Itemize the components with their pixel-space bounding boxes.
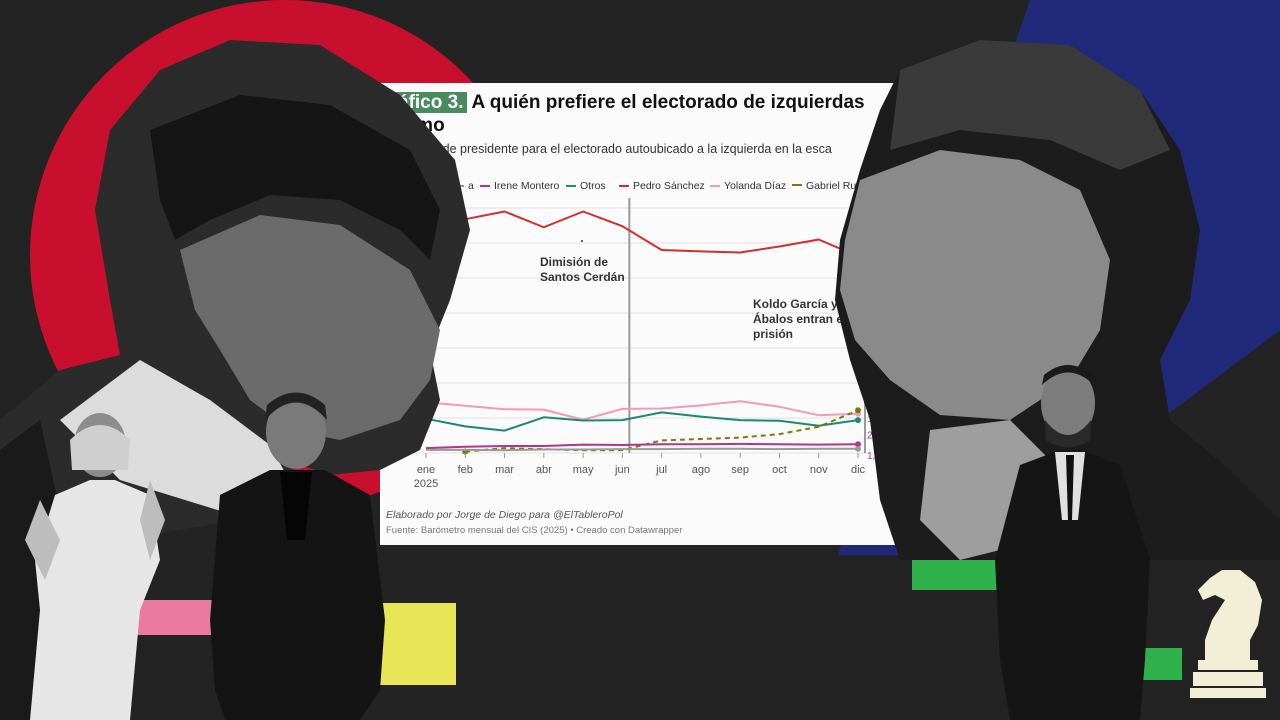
legend-item: Pedro Sánchez: [619, 180, 705, 192]
chart-title-badge: áfico 3.: [394, 92, 468, 113]
x-tick-label: dic: [851, 464, 866, 476]
line-chart: ene feb mar abr may jun jul ago sep oct nov dic 2025…: [380, 198, 900, 490]
x-tick-label: abr: [536, 464, 552, 476]
x-tick-label: jun: [614, 464, 630, 476]
x-tick-label: oct: [772, 464, 787, 476]
chart-credit: Elaborado por Jorge de Diego para @ElTab…: [386, 509, 623, 521]
chart-subtitle: ontánea de presidente para el electorado…: [394, 142, 832, 156]
legend-label: Pedro Sánchez: [633, 180, 705, 192]
yellow-block: [380, 603, 456, 685]
series-line: [425, 411, 859, 432]
legend-item: Otros: [566, 180, 606, 192]
series-line: [425, 400, 859, 421]
annotation-cerdan: Dimisión de: [540, 255, 608, 269]
legend-label: Otros: [580, 180, 606, 192]
x-tick-label: jul: [655, 464, 667, 476]
legend-label: Irene Montero: [494, 180, 560, 192]
legend-swatch: [619, 185, 629, 188]
series-point: [855, 445, 861, 452]
x-tick-label: ago: [692, 464, 710, 476]
photo-gabriel-rufian: [210, 392, 385, 720]
photo-santiago-abascal: [995, 365, 1150, 720]
annotation-marker: [581, 240, 583, 242]
x-year-label: 2025: [414, 478, 438, 490]
legend-swatch: [792, 184, 802, 188]
x-tick-label: nov: [810, 464, 828, 476]
annotation-koldo: Koldo García y: [753, 297, 838, 311]
x-tick-label: sep: [731, 464, 749, 476]
annotation-cerdan: Santos Cerdán: [540, 270, 625, 284]
series-point: [855, 417, 861, 424]
chart-source: Fuente: Barómetro mensual del CIS (2025)…: [386, 525, 683, 536]
series-line: [426, 447, 858, 452]
x-tick-label: feb: [458, 464, 473, 476]
legend-label: a: [468, 180, 474, 192]
legend-swatch: [710, 185, 720, 188]
annotation-koldo: prisión: [753, 327, 793, 341]
legend-item: Yolanda Díaz: [710, 180, 786, 192]
x-tick-label: mar: [495, 464, 514, 476]
chess-knight-icon: [1190, 570, 1266, 698]
legend-swatch: [480, 185, 490, 188]
series-point: [855, 441, 861, 448]
annotation-koldo: Ábalos entran e: [753, 311, 843, 326]
legend-swatch: [566, 185, 576, 188]
legend-label: Yolanda Díaz: [724, 180, 787, 192]
photo-yolanda-diaz: [25, 413, 165, 720]
series-line: [425, 210, 859, 258]
series-point: [855, 407, 861, 414]
x-tick-label: ene: [417, 464, 435, 476]
x-tick-label: may: [573, 464, 594, 476]
series-line: [425, 442, 859, 450]
legend-item: Irene Montero: [480, 180, 559, 192]
photo-nunez-feijoo: [835, 40, 1280, 560]
